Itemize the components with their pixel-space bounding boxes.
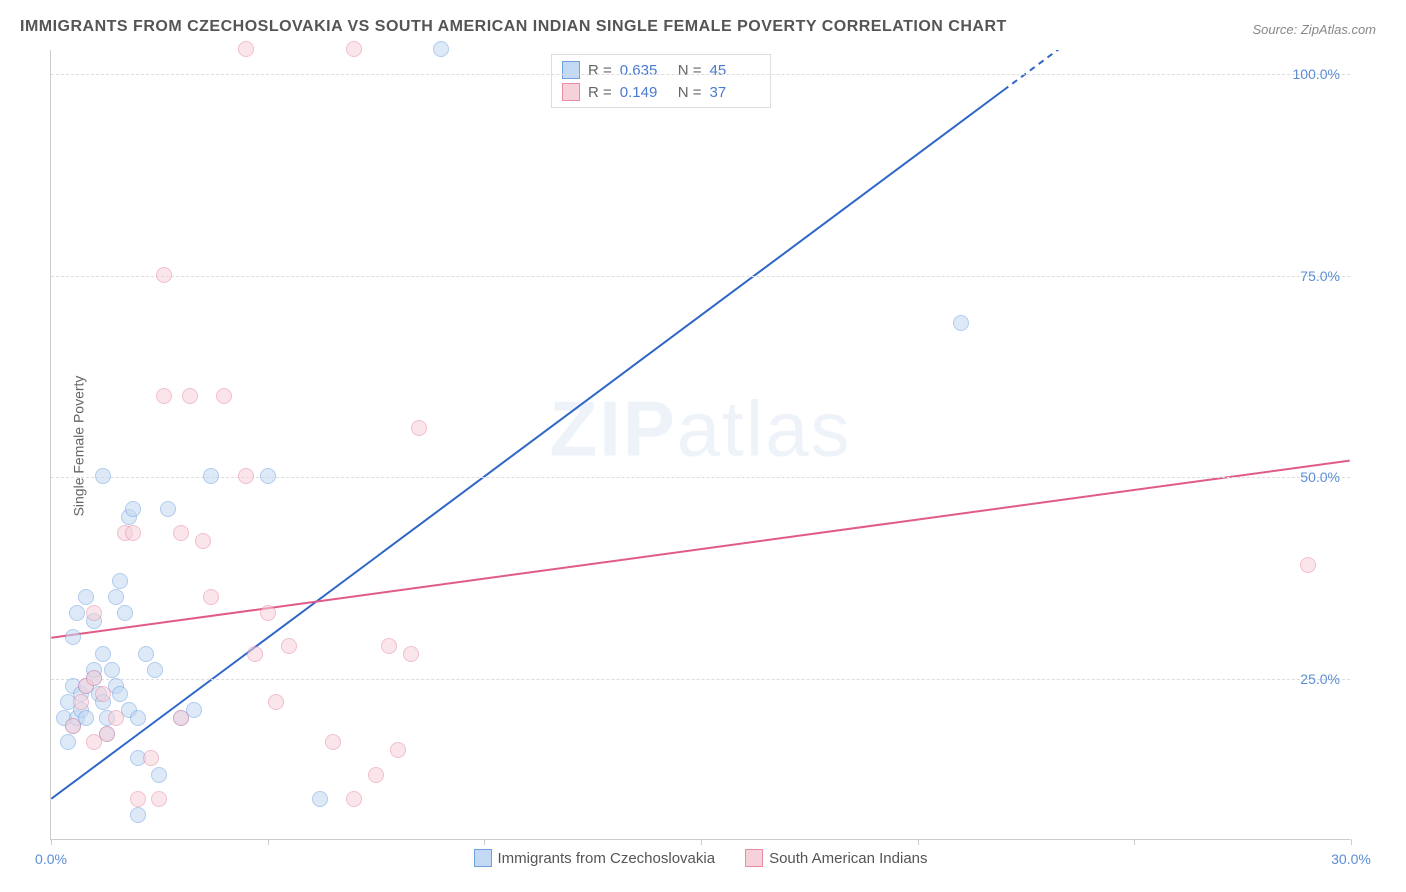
data-point [182, 388, 198, 404]
data-point [247, 646, 263, 662]
data-point [95, 468, 111, 484]
trend-lines [51, 50, 1350, 839]
legend-label: Immigrants from Czechoslovakia [497, 850, 715, 867]
data-point [173, 525, 189, 541]
data-point [108, 710, 124, 726]
data-point [381, 638, 397, 654]
data-point [195, 533, 211, 549]
x-tick [1134, 839, 1135, 845]
data-point [86, 670, 102, 686]
data-point [108, 589, 124, 605]
data-point [260, 468, 276, 484]
data-point [95, 686, 111, 702]
data-point [238, 41, 254, 57]
series-legend: Immigrants from Czechoslovakia South Amer… [473, 849, 927, 867]
legend-r-value: 0.149 [620, 84, 670, 101]
data-point [312, 791, 328, 807]
data-point [151, 791, 167, 807]
legend-r-label: R = [588, 84, 612, 101]
data-point [281, 638, 297, 654]
x-tick [1351, 839, 1352, 845]
data-point [411, 420, 427, 436]
data-point [104, 662, 120, 678]
y-tick-label: 100.0% [1293, 66, 1340, 82]
data-point [65, 629, 81, 645]
data-point [69, 605, 85, 621]
x-tick [51, 839, 52, 845]
correlation-legend: R = 0.635 N = 45 R = 0.149 N = 37 [551, 54, 771, 108]
data-point [78, 589, 94, 605]
data-point [173, 710, 189, 726]
y-tick-label: 25.0% [1300, 671, 1340, 687]
data-point [86, 734, 102, 750]
data-point [268, 694, 284, 710]
gridline [51, 276, 1350, 277]
data-point [143, 750, 159, 766]
source-label: Source: ZipAtlas.com [1252, 22, 1376, 37]
data-point [346, 41, 362, 57]
legend-n-value: 37 [710, 84, 760, 101]
data-point [433, 41, 449, 57]
data-point [125, 525, 141, 541]
data-point [151, 767, 167, 783]
legend-n-value: 45 [710, 62, 760, 79]
data-point [138, 646, 154, 662]
data-point [130, 710, 146, 726]
legend-swatch [473, 849, 491, 867]
x-tick [701, 839, 702, 845]
legend-row: R = 0.149 N = 37 [562, 81, 760, 103]
data-point [216, 388, 232, 404]
data-point [203, 468, 219, 484]
data-point [147, 662, 163, 678]
legend-swatch [562, 61, 580, 79]
data-point [65, 718, 81, 734]
watermark: ZIPatlas [549, 383, 851, 474]
y-tick-label: 50.0% [1300, 469, 1340, 485]
data-point [1300, 557, 1316, 573]
data-point [130, 791, 146, 807]
gridline [51, 679, 1350, 680]
legend-r-label: R = [588, 62, 612, 79]
data-point [125, 501, 141, 517]
data-point [953, 315, 969, 331]
data-point [160, 501, 176, 517]
x-tick [918, 839, 919, 845]
legend-label: South American Indians [769, 850, 927, 867]
x-tick [484, 839, 485, 845]
data-point [238, 468, 254, 484]
data-point [73, 694, 89, 710]
data-point [60, 734, 76, 750]
y-tick-label: 75.0% [1300, 268, 1340, 284]
x-tick [268, 839, 269, 845]
gridline [51, 74, 1350, 75]
data-point [403, 646, 419, 662]
data-point [346, 791, 362, 807]
legend-item: South American Indians [745, 849, 927, 867]
data-point [130, 807, 146, 823]
data-point [95, 646, 111, 662]
scatter-plot: ZIPatlas R =0.635N =45R =0.149N =37 Immi… [50, 50, 1350, 840]
data-point [203, 589, 219, 605]
data-point [156, 267, 172, 283]
legend-swatch [745, 849, 763, 867]
data-point [325, 734, 341, 750]
data-point [112, 573, 128, 589]
page-title: IMMIGRANTS FROM CZECHOSLOVAKIA VS SOUTH … [20, 18, 1007, 36]
data-point [117, 605, 133, 621]
legend-row: R = 0.635 N = 45 [562, 59, 760, 81]
data-point [86, 605, 102, 621]
data-point [260, 605, 276, 621]
x-tick-label: 30.0% [1331, 851, 1371, 867]
data-point [390, 742, 406, 758]
data-point [368, 767, 384, 783]
data-point [112, 686, 128, 702]
legend-n-label: N = [678, 62, 702, 79]
data-point [156, 388, 172, 404]
legend-n-label: N = [678, 84, 702, 101]
legend-r-value: 0.635 [620, 62, 670, 79]
legend-item: Immigrants from Czechoslovakia [473, 849, 715, 867]
legend-swatch [562, 83, 580, 101]
x-tick-label: 0.0% [35, 851, 67, 867]
